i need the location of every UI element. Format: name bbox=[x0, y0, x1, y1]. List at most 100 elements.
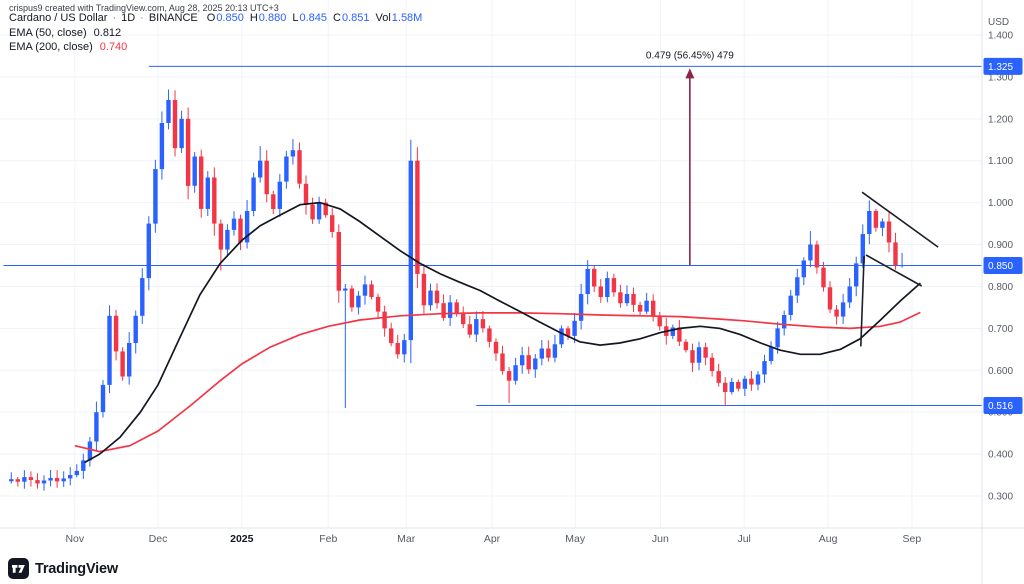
candle bbox=[133, 315, 138, 343]
candle bbox=[467, 324, 472, 335]
legend-separator: · bbox=[140, 12, 144, 24]
candle bbox=[454, 302, 459, 313]
exchange-label[interactable]: BINANCE bbox=[148, 12, 198, 24]
x-axis-label: Sep bbox=[903, 533, 922, 545]
candle bbox=[899, 265, 905, 267]
candle bbox=[565, 328, 571, 336]
x-axis-label: May bbox=[565, 533, 586, 545]
price-badge bbox=[983, 256, 1023, 274]
candle bbox=[225, 229, 230, 250]
x-axis-label: Jun bbox=[652, 533, 669, 545]
candle bbox=[729, 382, 734, 393]
y-axis-label: 0.300 bbox=[988, 491, 1013, 502]
price-range-tool[interactable]: 0.479 (56.45%) 479 bbox=[646, 50, 734, 266]
candle bbox=[336, 232, 341, 291]
candle bbox=[35, 480, 40, 484]
candle bbox=[768, 347, 774, 361]
candle bbox=[493, 341, 499, 354]
candle bbox=[782, 315, 787, 329]
candle bbox=[755, 374, 761, 385]
candle bbox=[670, 327, 675, 336]
candle bbox=[487, 328, 492, 342]
symbol-row: Cardano / US Dollar · 1D · BINANCE O0.85… bbox=[9, 13, 422, 24]
candle bbox=[421, 273, 427, 306]
candle bbox=[179, 118, 184, 149]
candle bbox=[415, 160, 420, 274]
interval-label[interactable]: 1D bbox=[121, 12, 136, 24]
candles-layer bbox=[9, 89, 905, 491]
candle bbox=[146, 223, 151, 279]
candle bbox=[81, 460, 86, 471]
volume-readout: Vol1.58M bbox=[375, 13, 422, 24]
candle bbox=[244, 211, 250, 243]
time-axis[interactable]: Nov Dec 2025 Feb Mar Apr May Jun Jul Aug Sep bbox=[65, 533, 921, 545]
candle bbox=[585, 268, 590, 294]
x-axis-label: 2025 bbox=[230, 533, 254, 545]
candle bbox=[886, 221, 892, 243]
x-axis-label: Dec bbox=[149, 533, 168, 545]
indicator-row-ema200[interactable]: EMA (200, close) 0.740 bbox=[9, 42, 422, 53]
trendline[interactable] bbox=[861, 191, 939, 248]
x-axis-label: Jul bbox=[737, 533, 750, 545]
candle bbox=[592, 268, 597, 287]
candle bbox=[68, 475, 73, 479]
candle bbox=[533, 358, 538, 370]
candle bbox=[48, 478, 53, 481]
ema50-line[interactable] bbox=[84, 201, 921, 464]
indicator-name: EMA (50, close) bbox=[9, 27, 87, 39]
y-axis-label: 0.800 bbox=[988, 282, 1013, 293]
y-axis-label: 1.200 bbox=[988, 114, 1013, 125]
candle bbox=[546, 348, 551, 358]
candle bbox=[559, 328, 564, 345]
candle bbox=[159, 123, 165, 170]
tradingview-logo[interactable]: TradingView bbox=[8, 558, 118, 579]
trendline[interactable] bbox=[860, 255, 865, 347]
candle bbox=[736, 382, 741, 389]
indicator-value: 0.740 bbox=[99, 41, 128, 53]
candle bbox=[526, 355, 531, 370]
candle bbox=[618, 292, 623, 304]
candle bbox=[205, 177, 210, 209]
candle bbox=[356, 295, 361, 308]
candle bbox=[801, 260, 806, 278]
ema200-line[interactable] bbox=[74, 311, 921, 453]
candle bbox=[677, 327, 682, 342]
candle bbox=[251, 177, 256, 211]
y-axis-label: 0.400 bbox=[988, 450, 1013, 461]
high-value: H0.880 bbox=[249, 12, 287, 24]
candle bbox=[821, 267, 826, 288]
indicator-row-ema50[interactable]: EMA (50, close) 0.812 bbox=[9, 28, 422, 39]
candle bbox=[461, 312, 466, 325]
candle bbox=[428, 290, 433, 306]
candle bbox=[795, 277, 800, 296]
candle bbox=[15, 479, 20, 482]
x-axis-label: Feb bbox=[319, 533, 337, 545]
candle bbox=[330, 215, 335, 232]
price-axis[interactable]: USD 1.400 1.300 1.200 1.100 1.000 0.900 0.800 0.… bbox=[983, 17, 1023, 502]
trendline[interactable] bbox=[865, 254, 923, 287]
candle bbox=[651, 300, 656, 316]
symbol-title[interactable]: Cardano / US Dollar bbox=[9, 12, 108, 24]
candle bbox=[598, 286, 603, 297]
candle bbox=[297, 150, 302, 184]
candle bbox=[199, 156, 204, 209]
candle bbox=[775, 328, 780, 348]
candle bbox=[513, 365, 518, 381]
candle bbox=[28, 477, 34, 480]
candle bbox=[389, 328, 394, 344]
candle bbox=[683, 341, 689, 351]
candle bbox=[867, 211, 872, 234]
candle bbox=[127, 343, 132, 377]
candle bbox=[572, 320, 577, 336]
candle bbox=[349, 288, 355, 308]
candle bbox=[218, 223, 224, 250]
candle bbox=[212, 177, 217, 224]
candle bbox=[709, 357, 715, 372]
candle bbox=[723, 382, 728, 392]
candle bbox=[87, 441, 93, 461]
candle bbox=[192, 156, 197, 186]
candle bbox=[107, 315, 112, 385]
candle bbox=[703, 347, 708, 358]
candle bbox=[166, 100, 171, 123]
